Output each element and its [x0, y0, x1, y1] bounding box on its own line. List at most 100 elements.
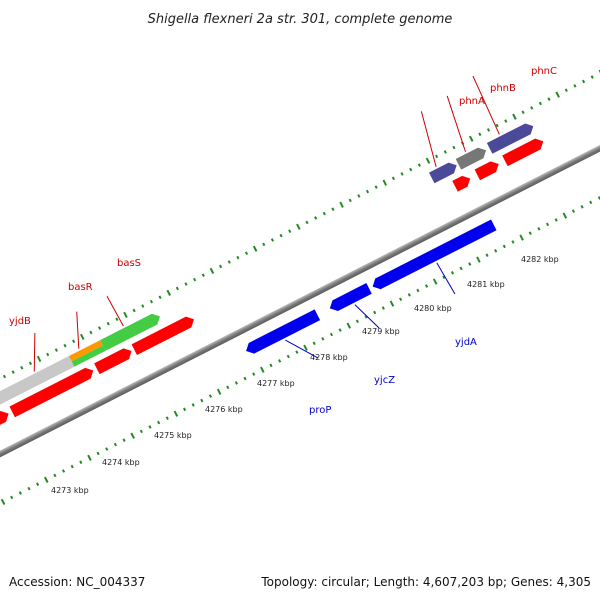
reverse-scale-tick — [373, 310, 377, 315]
gene-label-phnB: phnB — [490, 83, 516, 94]
reverse-scale-tick — [234, 381, 238, 385]
forward-scale-tick — [322, 211, 326, 216]
gene-label-yjdB: yjdB — [9, 316, 31, 327]
forward-scale-tick — [409, 167, 413, 172]
gene-leader-lines — [33, 75, 500, 372]
forward-scale-tick — [443, 150, 447, 154]
reverse-scale-tick — [295, 350, 299, 354]
forward-scale-tick — [158, 295, 162, 300]
forward-scale-tick — [184, 282, 188, 286]
reverse-scale-tick — [468, 262, 472, 266]
forward-scale-tick — [435, 154, 439, 159]
forward-scale-tick — [244, 251, 249, 255]
gene-label-proP: proP — [309, 405, 331, 416]
reverse-scale-tick — [459, 266, 463, 271]
reverse-scale-tick — [476, 256, 481, 263]
gene-label-phnC: phnC — [531, 66, 557, 77]
reverse-gene-track — [246, 219, 497, 354]
reverse-scale-tick — [173, 410, 179, 417]
leader-line-basR — [76, 311, 80, 349]
forward-scale-tick — [417, 163, 421, 167]
reverse-scale-tick — [338, 328, 342, 332]
reverse-scale-tick — [200, 398, 204, 403]
gene-phnB-feature — [455, 147, 487, 170]
reverse-scale-tick — [416, 288, 420, 293]
reverse-scale-tick — [580, 204, 584, 209]
tick-label-4276: 4276 kbp — [205, 405, 243, 414]
cds-feature — [502, 138, 544, 167]
forward-scale-tick — [382, 179, 388, 186]
forward-scale-tick — [98, 326, 102, 330]
reverse-scale-tick — [122, 438, 126, 442]
tick-label-4282: 4282 kbp — [521, 255, 559, 264]
forward-scale-tick — [166, 289, 171, 296]
reverse-scale-tick — [485, 253, 489, 258]
reverse-scale-tick — [208, 394, 213, 398]
forward-scale-tick — [209, 267, 215, 274]
forward-scale-tick — [227, 260, 231, 264]
map-track — [0, 69, 600, 505]
reverse-scale-tick — [511, 240, 515, 244]
forward-scale-tick — [425, 157, 431, 164]
reverse-scale-tick — [494, 249, 498, 253]
forward-scale-tick — [132, 308, 136, 313]
reverse-scale-tick — [407, 293, 411, 297]
tick-label-4273: 4273 kbp — [51, 486, 89, 495]
leader-line-yjcZ — [354, 304, 380, 329]
reverse-scale-tick — [36, 482, 40, 487]
genome-summary: Topology: circular; Length: 4,607,203 bp… — [260, 575, 591, 589]
leader-line-phnC — [472, 75, 500, 135]
gene-proP-feature — [246, 309, 321, 354]
leader-line-proP — [285, 339, 319, 359]
forward-scale-tick — [72, 339, 76, 344]
reverse-scale-tick — [216, 388, 222, 395]
leader-line-phnB — [446, 95, 466, 152]
reverse-scale-tick — [27, 486, 31, 491]
reverse-scale-tick — [554, 218, 558, 222]
gene-basR-feature-green — [71, 345, 106, 367]
forward-scale-tick — [63, 343, 67, 348]
forward-scale-tick — [20, 365, 24, 370]
reverse-scale-tick — [528, 231, 532, 235]
forward-scale-tick — [547, 97, 551, 101]
forward-gene-track — [0, 123, 534, 408]
forward-tick-track — [2, 69, 600, 379]
reverse-tick-track — [0, 196, 600, 505]
forward-scale-tick — [296, 223, 301, 230]
forward-scale-tick — [175, 286, 179, 291]
reverse-scale-tick — [53, 473, 57, 478]
reverse-scale-tick — [442, 275, 446, 280]
forward-scale-tick — [452, 145, 456, 150]
forward-scale-tick — [80, 333, 85, 340]
forward-scale-tick — [530, 106, 534, 110]
reverse-scale-tick — [182, 407, 187, 412]
reverse-scale-tick — [148, 425, 152, 429]
reverse-scale-tick — [589, 200, 593, 205]
forward-scale-tick — [391, 176, 396, 181]
tick-label-4277: 4277 kbp — [257, 379, 295, 388]
forward-scale-tick — [236, 255, 240, 260]
tick-label-4275: 4275 kbp — [154, 431, 192, 440]
reverse-scale-tick — [321, 337, 325, 341]
reverse-scale-tick — [502, 244, 506, 249]
cds-feature — [452, 175, 471, 192]
forward-scale-tick — [149, 299, 154, 304]
forward-scale-tick — [279, 233, 283, 238]
forward-scale-tick — [28, 361, 33, 366]
reverse-scale-tick — [105, 447, 109, 451]
forward-scale-tick — [288, 229, 292, 233]
forward-scale-tick — [54, 348, 58, 352]
reverse-scale-tick — [165, 416, 169, 420]
forward-scale-tick — [573, 84, 577, 88]
forward-scale-tick — [400, 172, 404, 176]
tick-label-4279: 4279 kbp — [362, 327, 400, 336]
forward-scale-tick — [201, 273, 205, 278]
reverse-scale-tick — [243, 376, 247, 381]
forward-scale-tick — [11, 370, 15, 374]
reverse-scale-tick — [364, 315, 368, 319]
reverse-scale-tick — [537, 227, 541, 231]
reverse-scale-tick — [252, 372, 256, 376]
reverse-scale-tick — [130, 432, 135, 439]
reverse-scale-tick — [424, 284, 429, 288]
